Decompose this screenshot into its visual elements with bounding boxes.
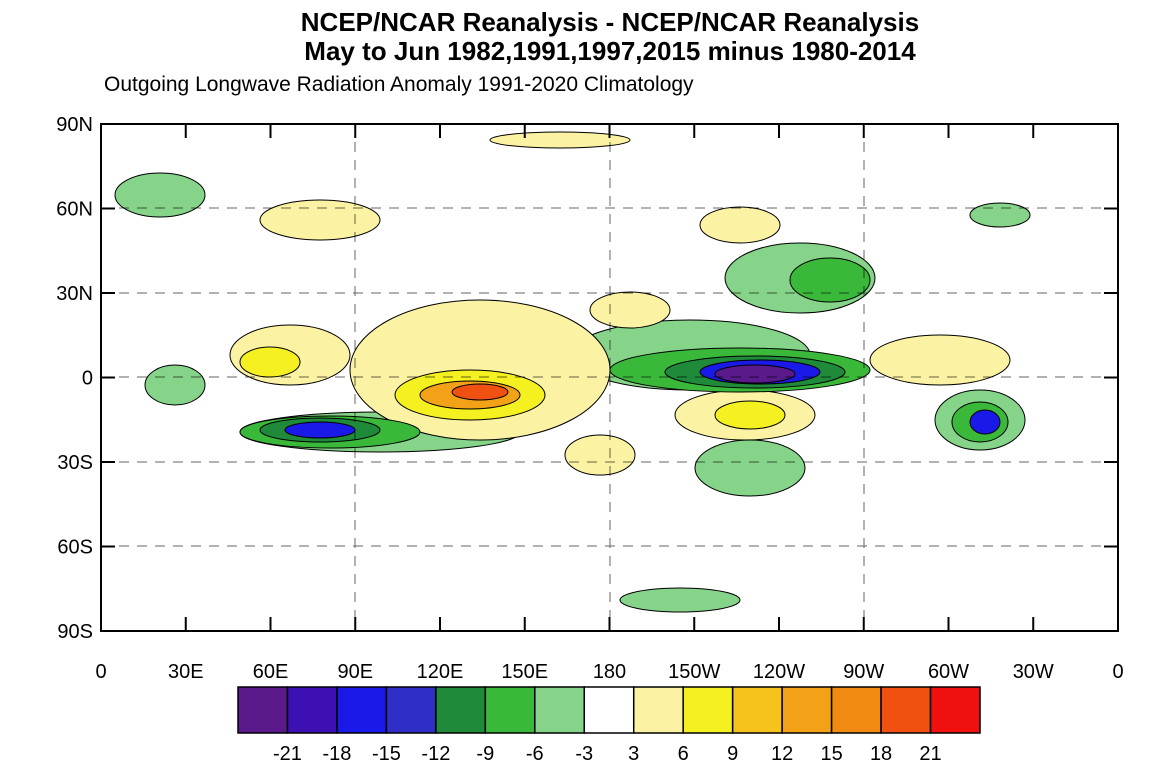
lat-label: 60S xyxy=(57,537,93,559)
lat-label: 0 xyxy=(82,368,93,390)
anomaly-region xyxy=(589,291,671,329)
lon-label: 30W xyxy=(1013,661,1054,683)
lon-label: 30E xyxy=(168,661,204,683)
lon-label: 150W xyxy=(668,661,720,683)
colorbar-swatch xyxy=(682,686,734,734)
colorbar-label: 9 xyxy=(727,743,738,765)
colorbar-label: -12 xyxy=(421,743,450,765)
colorbar-label: -3 xyxy=(575,743,593,765)
colorbar-swatch xyxy=(583,686,635,734)
colorbar-label: 12 xyxy=(771,743,793,765)
anomaly-region xyxy=(869,334,1011,386)
colorbar-swatch xyxy=(781,686,833,734)
colorbar-swatch xyxy=(880,686,932,734)
colorbar-swatch xyxy=(731,686,783,734)
colorbar-label: 18 xyxy=(870,743,892,765)
anomaly-region xyxy=(694,439,806,497)
anomaly-region xyxy=(564,434,636,476)
anomaly-region xyxy=(714,400,786,430)
anomaly-region xyxy=(451,383,509,401)
anomaly-region xyxy=(144,364,206,406)
colorbar-label: 15 xyxy=(820,743,842,765)
axis-ticks xyxy=(100,123,1119,632)
colorbar-swatch xyxy=(385,686,437,734)
anomaly-region xyxy=(969,409,1001,435)
colorbar-swatch xyxy=(830,686,882,734)
colorbar-label: -18 xyxy=(322,743,351,765)
lat-label: 90N xyxy=(56,114,93,136)
lon-label: 180 xyxy=(593,661,626,683)
gridlines xyxy=(101,124,1118,631)
latitude-labels: 90N 60N 30N 0 30S 60S 90S xyxy=(56,114,93,643)
lon-label: 90E xyxy=(337,661,373,683)
lon-label: 150E xyxy=(501,661,548,683)
lat-label: 30S xyxy=(57,452,93,474)
colorbar-swatch xyxy=(237,686,289,734)
lat-label: 60N xyxy=(56,199,93,221)
variable-label: Outgoing Longwave Radiation Anomaly 1991… xyxy=(104,73,694,96)
anomaly-region xyxy=(714,364,796,384)
lon-label: 120W xyxy=(753,661,805,683)
anomaly-region xyxy=(284,421,356,439)
lon-label: 60W xyxy=(928,661,969,683)
colorbar-label: -9 xyxy=(476,743,494,765)
anomaly-region xyxy=(619,587,741,613)
lon-label: 120E xyxy=(417,661,464,683)
anomaly-region xyxy=(114,172,206,218)
colorbar-label: -6 xyxy=(526,743,544,765)
colorbar-label: -15 xyxy=(372,743,401,765)
chart-subtitle: May to Jun 1982,1991,1997,2015 minus 198… xyxy=(304,36,916,66)
lon-label: 90W xyxy=(843,661,884,683)
colorbar-swatch xyxy=(534,686,586,734)
colorbar xyxy=(237,686,981,734)
chart-title: NCEP/NCAR Reanalysis - NCEP/NCAR Reanaly… xyxy=(300,7,920,37)
lat-label: 90S xyxy=(57,621,93,643)
colorbar-label: 6 xyxy=(678,743,689,765)
colorbar-swatch xyxy=(286,686,338,734)
lon-label: 0 xyxy=(1112,661,1123,683)
colorbar-swatch xyxy=(435,686,487,734)
colorbar-label: 3 xyxy=(628,743,639,765)
colorbar-label: 21 xyxy=(919,743,941,765)
lon-label: 0 xyxy=(95,661,106,683)
anomaly-region xyxy=(239,346,301,378)
lat-label: 30N xyxy=(56,283,93,305)
colorbar-swatch xyxy=(336,686,388,734)
longitude-labels: 0 30E 60E 90E 120E 150E 180 150W 120W 90W 60W 30W 0 xyxy=(95,661,1123,683)
colorbar-swatch xyxy=(484,686,536,734)
colorbar-label: -21 xyxy=(273,743,302,765)
anomaly-region xyxy=(699,206,781,244)
colorbar-labels: -21 -18 -15 -12 -9 -6 -3 3 6 9 12 15 18 21 xyxy=(273,743,942,765)
map-field xyxy=(114,131,1031,613)
lon-label: 60E xyxy=(253,661,289,683)
anomaly-region xyxy=(789,257,871,303)
colorbar-swatch xyxy=(632,686,684,734)
anomaly-region xyxy=(969,202,1031,228)
anomaly-region xyxy=(259,199,381,241)
colorbar-swatch xyxy=(929,686,981,734)
